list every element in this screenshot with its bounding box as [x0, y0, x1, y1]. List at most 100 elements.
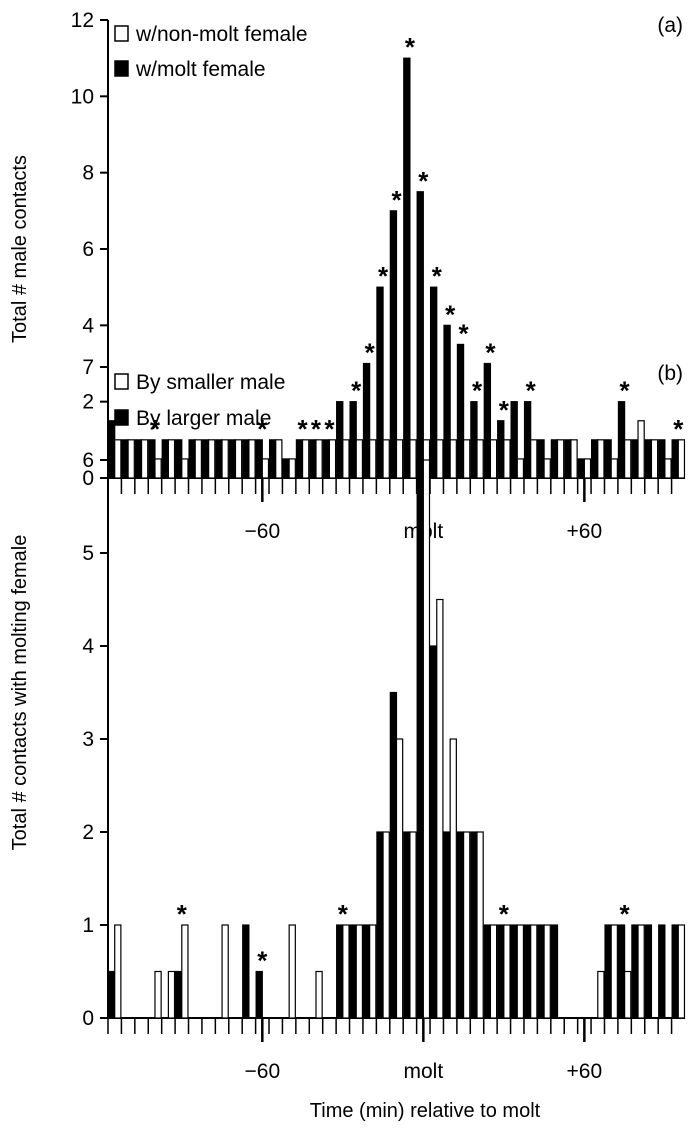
bar-solid [389, 691, 398, 1019]
bar-solid [550, 439, 559, 479]
bar-hollow [489, 924, 498, 1019]
bar-hollow [208, 439, 216, 479]
significance-star: * [365, 338, 376, 368]
bar-hollow [342, 439, 350, 479]
legend-label: By larger male [136, 407, 271, 430]
legend-label: w/molt female [135, 58, 266, 81]
bar-hollow [194, 439, 202, 479]
significance-star: * [405, 32, 416, 62]
significance-star: * [445, 299, 456, 329]
bar-solid [497, 924, 505, 1019]
bar-solid [322, 439, 331, 479]
significance-star: * [418, 166, 429, 196]
bar-hollow [288, 458, 296, 479]
legend-label: w/non-molt female [135, 23, 308, 46]
bar-hollow [664, 458, 672, 479]
bar-hollow [369, 924, 377, 1019]
significance-star: * [432, 261, 443, 291]
bar-hollow [154, 970, 162, 1019]
bar-solid [591, 439, 599, 479]
bar-hollow [114, 439, 122, 479]
y-tick-label: 8 [82, 162, 94, 185]
bar-solid [175, 970, 183, 1019]
bar-solid [564, 439, 572, 479]
bar-solid [577, 458, 585, 479]
y-tick-label: 10 [71, 85, 94, 108]
bar-hollow [637, 924, 645, 1019]
y-tick-label: 12 [71, 9, 94, 32]
bar-solid [376, 831, 384, 1019]
bar-hollow [127, 439, 135, 479]
bar-hollow [301, 439, 310, 479]
bar-solid [617, 401, 626, 479]
bar-hollow [570, 439, 578, 479]
bar-solid [389, 210, 398, 479]
bar-solid [255, 970, 263, 1019]
bar-hollow [624, 439, 632, 479]
bar-solid [268, 439, 277, 479]
bar-hollow [355, 924, 364, 1019]
bar-solid [309, 439, 317, 479]
bar-solid [456, 343, 465, 479]
bar-hollow [288, 924, 296, 1019]
y-axis-label: Total # contacts with molting female [9, 535, 31, 851]
y-tick-label: 4 [82, 635, 94, 658]
significance-star: * [526, 376, 537, 406]
panel-label: (a) [657, 14, 683, 37]
bar-solid [215, 439, 223, 479]
bar-solid [443, 324, 451, 479]
bar-hollow [516, 458, 525, 479]
bar-solid [255, 439, 263, 479]
bar-hollow [583, 458, 592, 479]
bar-solid [121, 439, 129, 479]
bar-hollow [114, 924, 122, 1019]
bar-solid [403, 831, 411, 1019]
bar-solid [429, 286, 438, 479]
bar-hollow [181, 458, 189, 479]
x-tick-label: −60 [245, 520, 281, 543]
significance-star: * [459, 318, 470, 348]
bar-solid [175, 439, 183, 479]
bar-hollow [610, 924, 618, 1019]
bar-solid [644, 924, 653, 1019]
bar-solid [349, 401, 357, 479]
bar-hollow [597, 439, 605, 479]
bar-hollow [181, 924, 189, 1019]
significance-star: * [472, 376, 483, 406]
bar-solid [336, 401, 344, 479]
bar-hollow [395, 439, 404, 479]
bar-solid [631, 439, 639, 479]
y-tick-label: 2 [82, 821, 94, 844]
significance-star: * [378, 261, 389, 291]
y-tick-label: 3 [82, 728, 94, 751]
bar-hollow [543, 924, 551, 1019]
panel-label: (b) [657, 362, 683, 385]
shared-x-axis-label: Time (min) relative to molt [310, 1100, 541, 1122]
bar-solid [510, 924, 518, 1019]
bar-solid [242, 439, 250, 479]
significance-star: * [391, 185, 402, 215]
bar-solid [429, 645, 438, 1019]
y-tick-label: 5 [82, 542, 94, 565]
bar-solid [107, 970, 116, 1019]
bar-hollow [476, 831, 484, 1019]
bar-solid [161, 439, 169, 479]
bar-hollow [167, 439, 176, 479]
bar-solid [376, 286, 384, 479]
bar-solid [201, 439, 210, 479]
significance-star: * [499, 899, 510, 929]
bar-hollow [275, 439, 283, 479]
y-tick-label: 2 [82, 391, 94, 414]
significance-star: * [620, 376, 631, 406]
bar-hollow [382, 831, 390, 1019]
bar-solid [188, 439, 196, 479]
x-tick-label: +60 [567, 520, 603, 543]
significance-star: * [177, 899, 188, 929]
bar-hollow [624, 970, 632, 1019]
significance-star: * [257, 946, 268, 976]
significance-star: * [324, 414, 335, 444]
bar-solid [644, 439, 653, 479]
legend-label: By smaller male [136, 371, 285, 394]
bar-solid [497, 420, 505, 479]
significance-star: * [257, 414, 268, 444]
